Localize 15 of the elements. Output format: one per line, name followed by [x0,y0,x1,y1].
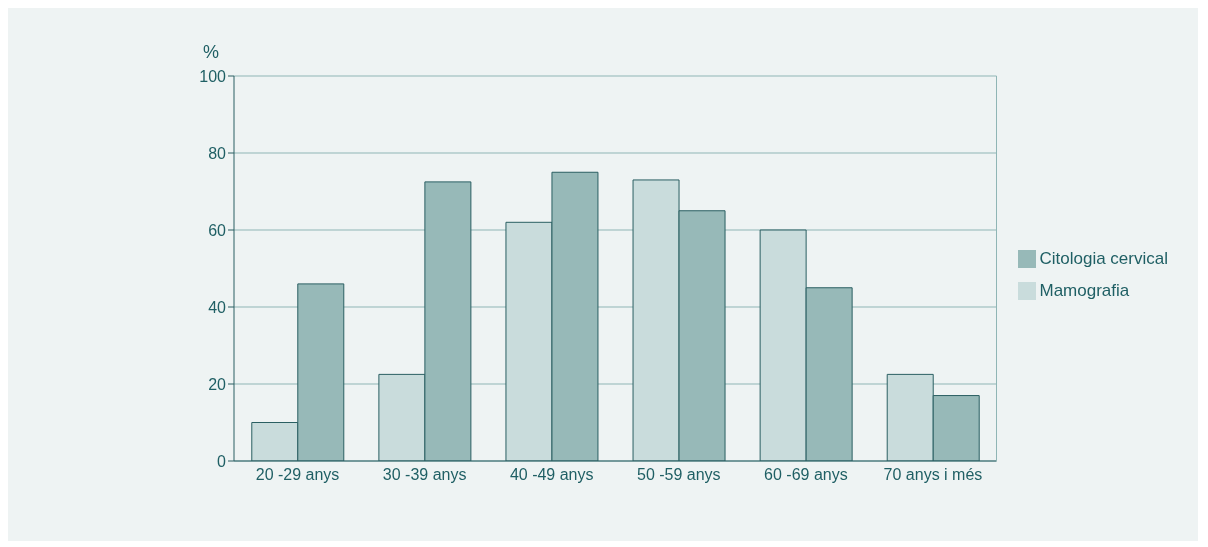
y-tick-label: 60 [208,221,227,239]
y-tick-label: 0 [217,452,227,470]
x-tick-label: 70 anys i més [883,466,983,484]
y-tick-label: 20 [208,375,227,393]
y-axis-title: % [202,42,220,62]
x-tick-label: 30 -39 anys [382,466,467,484]
x-tick-label: 50 -59 anys [636,466,721,484]
x-tick-label: 40 -49 anys [509,466,594,484]
y-tick-label: 100 [199,67,227,85]
y-tick-label: 80 [208,144,227,162]
x-tick-label: 20 -29 anys [255,466,340,484]
legend-label: Citologia cervical [1039,248,1168,268]
y-tick-label: 40 [208,298,227,316]
x-tick-label: 60 -69 anys [764,466,848,484]
legend-label: Mamografia [1039,280,1130,300]
